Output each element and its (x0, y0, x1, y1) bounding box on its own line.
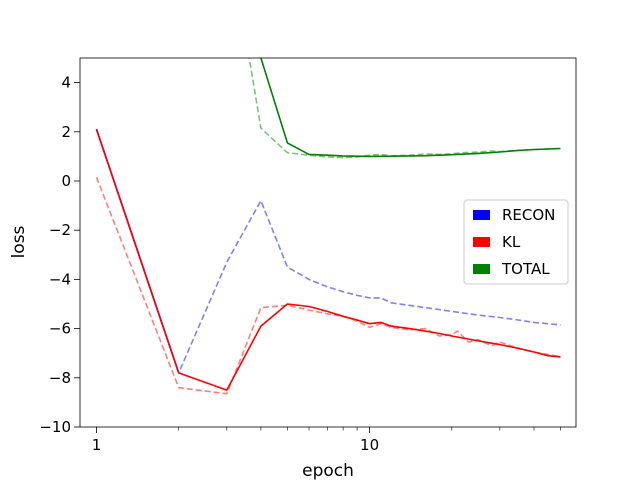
series-line-kl-solid (95, 129, 561, 391)
y-tick-label: −4 (49, 270, 71, 288)
y-tick-label: −2 (49, 221, 71, 239)
y-tick-label: −8 (49, 369, 71, 387)
ticks-layer: 1 10 4 2 0 −2 −4 −6 −8 −10 (39, 74, 561, 454)
legend: RECON KL TOTAL (463, 199, 569, 285)
y-axis-title: loss (9, 225, 29, 258)
y-tick-label: −6 (49, 320, 71, 338)
series-layer (95, 58, 561, 395)
legend-swatch-total (473, 264, 490, 274)
legend-label-total: TOTAL (501, 260, 550, 278)
series-line-recon-dashed (95, 129, 561, 374)
x-tick-label: 1 (92, 436, 102, 454)
x-axis-title: epoch (302, 461, 354, 480)
y-tick-label: 0 (61, 172, 71, 190)
legend-label-recon: RECON (502, 206, 555, 224)
y-tick-label: 2 (61, 123, 71, 141)
y-tick-label: 4 (61, 74, 71, 92)
legend-label-kl: KL (502, 233, 521, 251)
plot-frame (79, 57, 577, 428)
legend-box (463, 199, 569, 285)
x-tick-label: 10 (360, 436, 379, 454)
legend-swatch-kl (473, 237, 490, 247)
y-tick-label: −10 (39, 418, 71, 436)
series-line-total-solid (260, 58, 561, 158)
legend-swatch-recon (473, 210, 490, 220)
